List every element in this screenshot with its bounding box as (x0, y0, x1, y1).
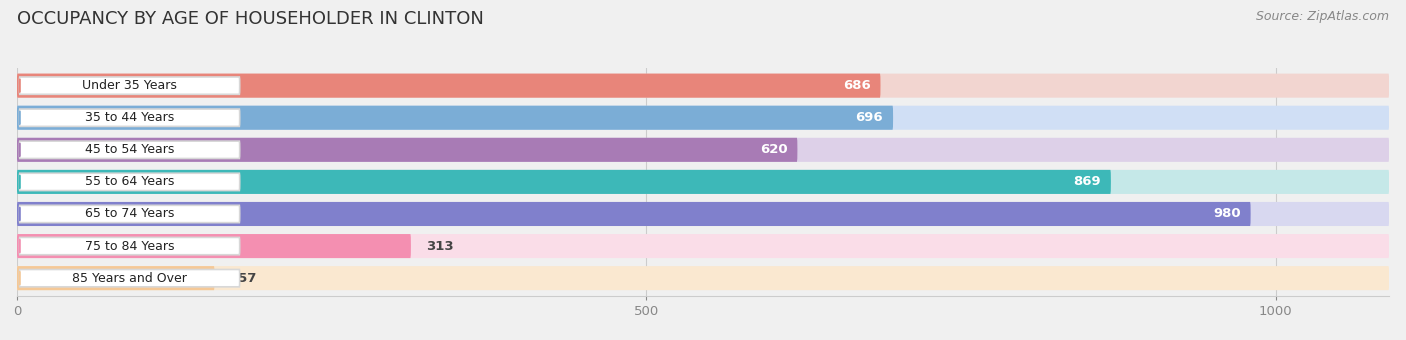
FancyBboxPatch shape (17, 202, 1389, 226)
Text: 157: 157 (229, 272, 257, 285)
Text: 55 to 64 Years: 55 to 64 Years (84, 175, 174, 188)
Text: 980: 980 (1213, 207, 1240, 220)
Text: 686: 686 (842, 79, 870, 92)
FancyBboxPatch shape (17, 170, 1389, 194)
FancyBboxPatch shape (17, 234, 1389, 258)
Text: 869: 869 (1073, 175, 1101, 188)
FancyBboxPatch shape (17, 234, 411, 258)
FancyBboxPatch shape (17, 266, 1389, 290)
Text: 65 to 74 Years: 65 to 74 Years (84, 207, 174, 220)
FancyBboxPatch shape (20, 237, 239, 255)
FancyBboxPatch shape (17, 202, 1251, 226)
FancyBboxPatch shape (17, 266, 215, 290)
Text: 45 to 54 Years: 45 to 54 Years (84, 143, 174, 156)
FancyBboxPatch shape (17, 138, 797, 162)
FancyBboxPatch shape (17, 74, 880, 98)
FancyBboxPatch shape (20, 270, 239, 287)
FancyBboxPatch shape (20, 141, 239, 158)
FancyBboxPatch shape (17, 106, 893, 130)
FancyBboxPatch shape (20, 173, 239, 190)
Text: 696: 696 (855, 111, 883, 124)
Text: Under 35 Years: Under 35 Years (83, 79, 177, 92)
FancyBboxPatch shape (17, 74, 1389, 98)
FancyBboxPatch shape (20, 109, 239, 126)
Text: 620: 620 (759, 143, 787, 156)
FancyBboxPatch shape (20, 77, 239, 94)
FancyBboxPatch shape (17, 106, 1389, 130)
Text: Source: ZipAtlas.com: Source: ZipAtlas.com (1256, 10, 1389, 23)
Text: OCCUPANCY BY AGE OF HOUSEHOLDER IN CLINTON: OCCUPANCY BY AGE OF HOUSEHOLDER IN CLINT… (17, 10, 484, 28)
FancyBboxPatch shape (17, 138, 1389, 162)
FancyBboxPatch shape (20, 205, 239, 223)
Text: 75 to 84 Years: 75 to 84 Years (84, 240, 174, 253)
Text: 313: 313 (426, 240, 454, 253)
FancyBboxPatch shape (17, 170, 1111, 194)
Text: 35 to 44 Years: 35 to 44 Years (86, 111, 174, 124)
Text: 85 Years and Over: 85 Years and Over (72, 272, 187, 285)
